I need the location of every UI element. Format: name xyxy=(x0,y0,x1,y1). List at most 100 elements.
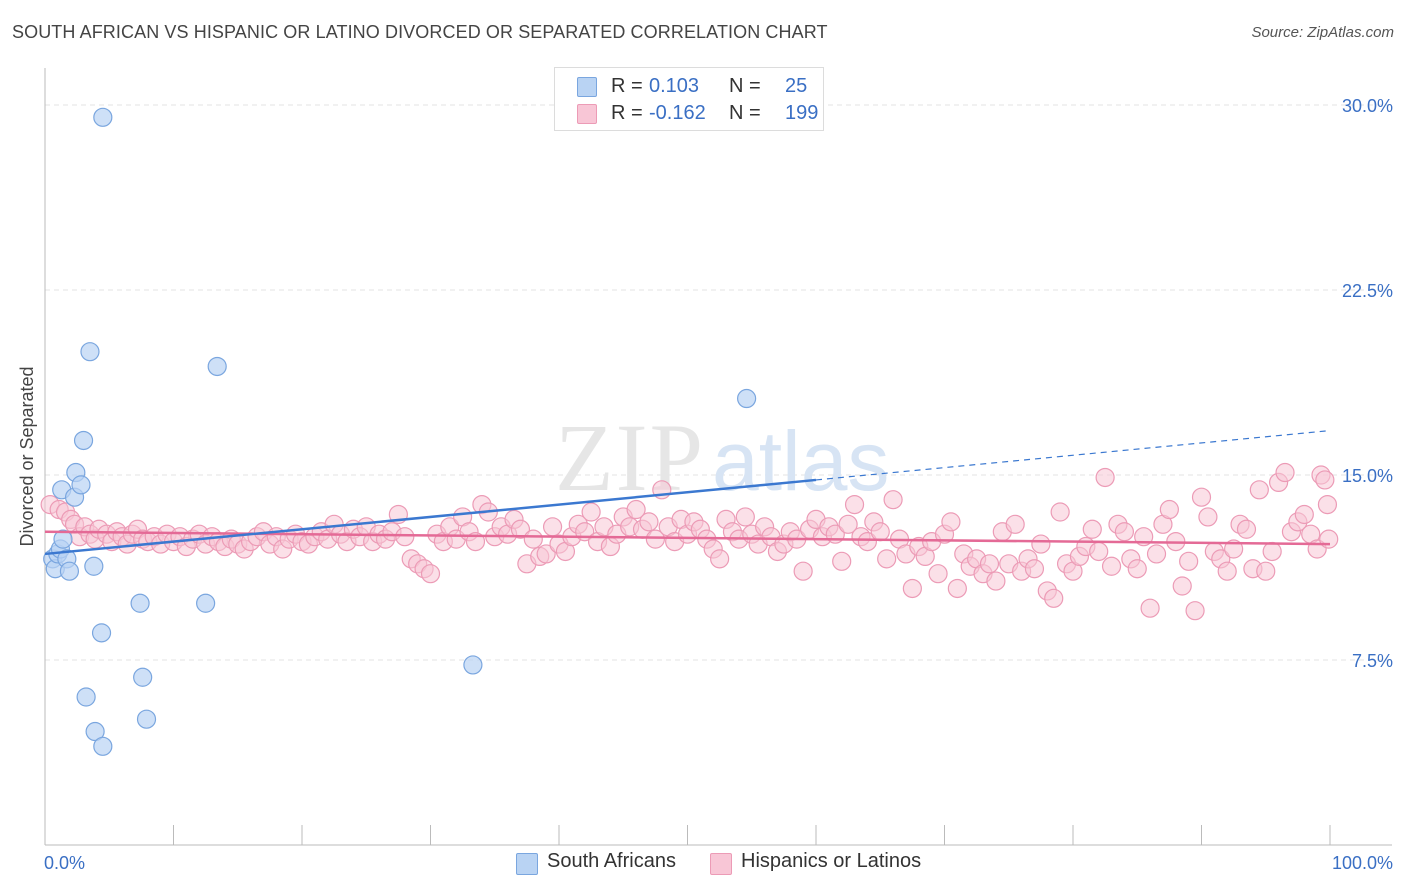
hispanic-point xyxy=(420,564,441,584)
watermark-atlas: atlas xyxy=(712,414,889,508)
hispanic-point xyxy=(1159,499,1179,520)
hispanic-point xyxy=(1140,598,1160,618)
hispanic-point xyxy=(1224,539,1244,559)
r-value: -0.162 xyxy=(649,102,706,124)
south-african-point xyxy=(93,736,113,756)
source-label: Source: ZipAtlas.com xyxy=(1251,24,1394,41)
hispanic-point xyxy=(1050,502,1070,522)
blue-swatch xyxy=(577,77,597,97)
hispanic-point xyxy=(838,514,858,534)
hispanic-point xyxy=(832,551,852,571)
hispanic-point xyxy=(1275,462,1295,483)
hispanic-point xyxy=(1315,470,1335,490)
hispanic-point xyxy=(1319,529,1339,549)
hispanic-point xyxy=(877,549,897,569)
hispanic-point xyxy=(735,507,755,527)
hispanic-point xyxy=(979,554,1000,574)
n-value: 25 xyxy=(785,75,808,97)
r-value: 0.103 xyxy=(649,75,700,97)
hispanic-point xyxy=(1172,576,1192,596)
south-african-point xyxy=(737,388,757,409)
y-tick-label: 15.0% xyxy=(1342,466,1393,486)
r-label: R = xyxy=(611,75,643,97)
hispanic-point xyxy=(1114,522,1135,542)
hispanic-point xyxy=(581,502,601,522)
y-axis-label: Divorced or Separated xyxy=(17,366,37,546)
r-label: R = xyxy=(611,102,643,124)
south-african-point xyxy=(59,561,80,581)
hispanic-point xyxy=(1146,544,1167,564)
hispanic-point xyxy=(1179,551,1199,571)
n-label: N = xyxy=(729,102,761,124)
hispanic-point xyxy=(1031,534,1051,554)
legend-swatch-south-africans xyxy=(516,853,538,875)
south-african-point xyxy=(84,556,104,576)
legend-label-hispanics: Hispanics or Latinos xyxy=(741,850,922,872)
hispanic-point xyxy=(1089,541,1109,562)
chart-title: SOUTH AFRICAN VS HISPANIC OR LATINO DIVO… xyxy=(12,22,828,42)
hispanic-point xyxy=(645,529,665,549)
south-african-point xyxy=(80,342,100,362)
pink-swatch xyxy=(577,104,597,124)
south-african-point xyxy=(133,667,153,687)
legend-label-south-africans: South Africans xyxy=(547,850,676,872)
y-tick-label: 22.5% xyxy=(1342,281,1393,301)
hispanic-point xyxy=(793,561,813,581)
hispanic-point xyxy=(941,512,961,532)
hispanic-point xyxy=(1005,514,1025,534)
hispanic-point xyxy=(542,517,563,537)
south-african-trend-extension xyxy=(815,430,1331,481)
hispanic-point xyxy=(1236,519,1257,539)
south-african-point xyxy=(130,593,150,613)
south-african-point xyxy=(207,356,227,377)
hispanic-point xyxy=(1317,495,1338,515)
hispanic-point xyxy=(902,578,922,599)
south-african-trend-line xyxy=(44,478,817,556)
hispanic-point xyxy=(1191,487,1212,507)
hispanic-point xyxy=(1044,588,1064,608)
hispanic-point xyxy=(857,531,878,552)
hispanic-point xyxy=(844,495,865,515)
south-african-point xyxy=(91,623,112,643)
hispanic-point xyxy=(1185,601,1205,621)
hispanic-point xyxy=(986,571,1006,591)
south-african-point xyxy=(71,475,91,495)
hispanic-point xyxy=(870,522,890,542)
hispanic-point xyxy=(626,499,646,520)
hispanic-point xyxy=(536,544,556,564)
x-tick-label: 0.0% xyxy=(44,853,85,873)
hispanic-point xyxy=(1024,559,1045,579)
hispanic-point xyxy=(523,529,543,549)
n-label: N = xyxy=(729,75,761,97)
hispanic-point xyxy=(395,527,415,547)
hispanic-point xyxy=(1249,480,1269,500)
south-african-point xyxy=(93,107,113,127)
hispanic-point xyxy=(1256,561,1276,581)
south-african-point xyxy=(136,709,157,729)
hispanic-point xyxy=(928,564,948,584)
hispanic-point xyxy=(1294,504,1314,525)
watermark-zip: ZIP xyxy=(555,404,705,511)
hispanic-point xyxy=(710,549,730,569)
hispanic-point xyxy=(1262,541,1282,562)
south-african-point xyxy=(76,687,96,707)
hispanic-point xyxy=(1082,519,1102,539)
hispanic-point xyxy=(947,578,967,599)
y-tick-label: 30.0% xyxy=(1342,96,1393,116)
hispanic-point xyxy=(1127,559,1147,579)
hispanic-point xyxy=(1198,507,1218,527)
hispanic-point xyxy=(883,490,903,510)
y-tick-label: 7.5% xyxy=(1352,651,1393,671)
south-african-point xyxy=(53,529,73,549)
south-african-point xyxy=(196,593,216,613)
hispanic-point xyxy=(1095,467,1115,488)
x-tick-label: 100.0% xyxy=(1332,853,1393,873)
legend-swatch-hispanics xyxy=(710,853,732,875)
south-african-point xyxy=(73,430,94,451)
hispanic-point xyxy=(639,512,659,532)
south-african-point xyxy=(85,721,105,742)
south-african-point xyxy=(463,655,483,675)
stats-legend: R = 0.103 N = 25 R = -0.162 N = 199 xyxy=(554,67,824,131)
hispanic-point xyxy=(1217,561,1237,581)
